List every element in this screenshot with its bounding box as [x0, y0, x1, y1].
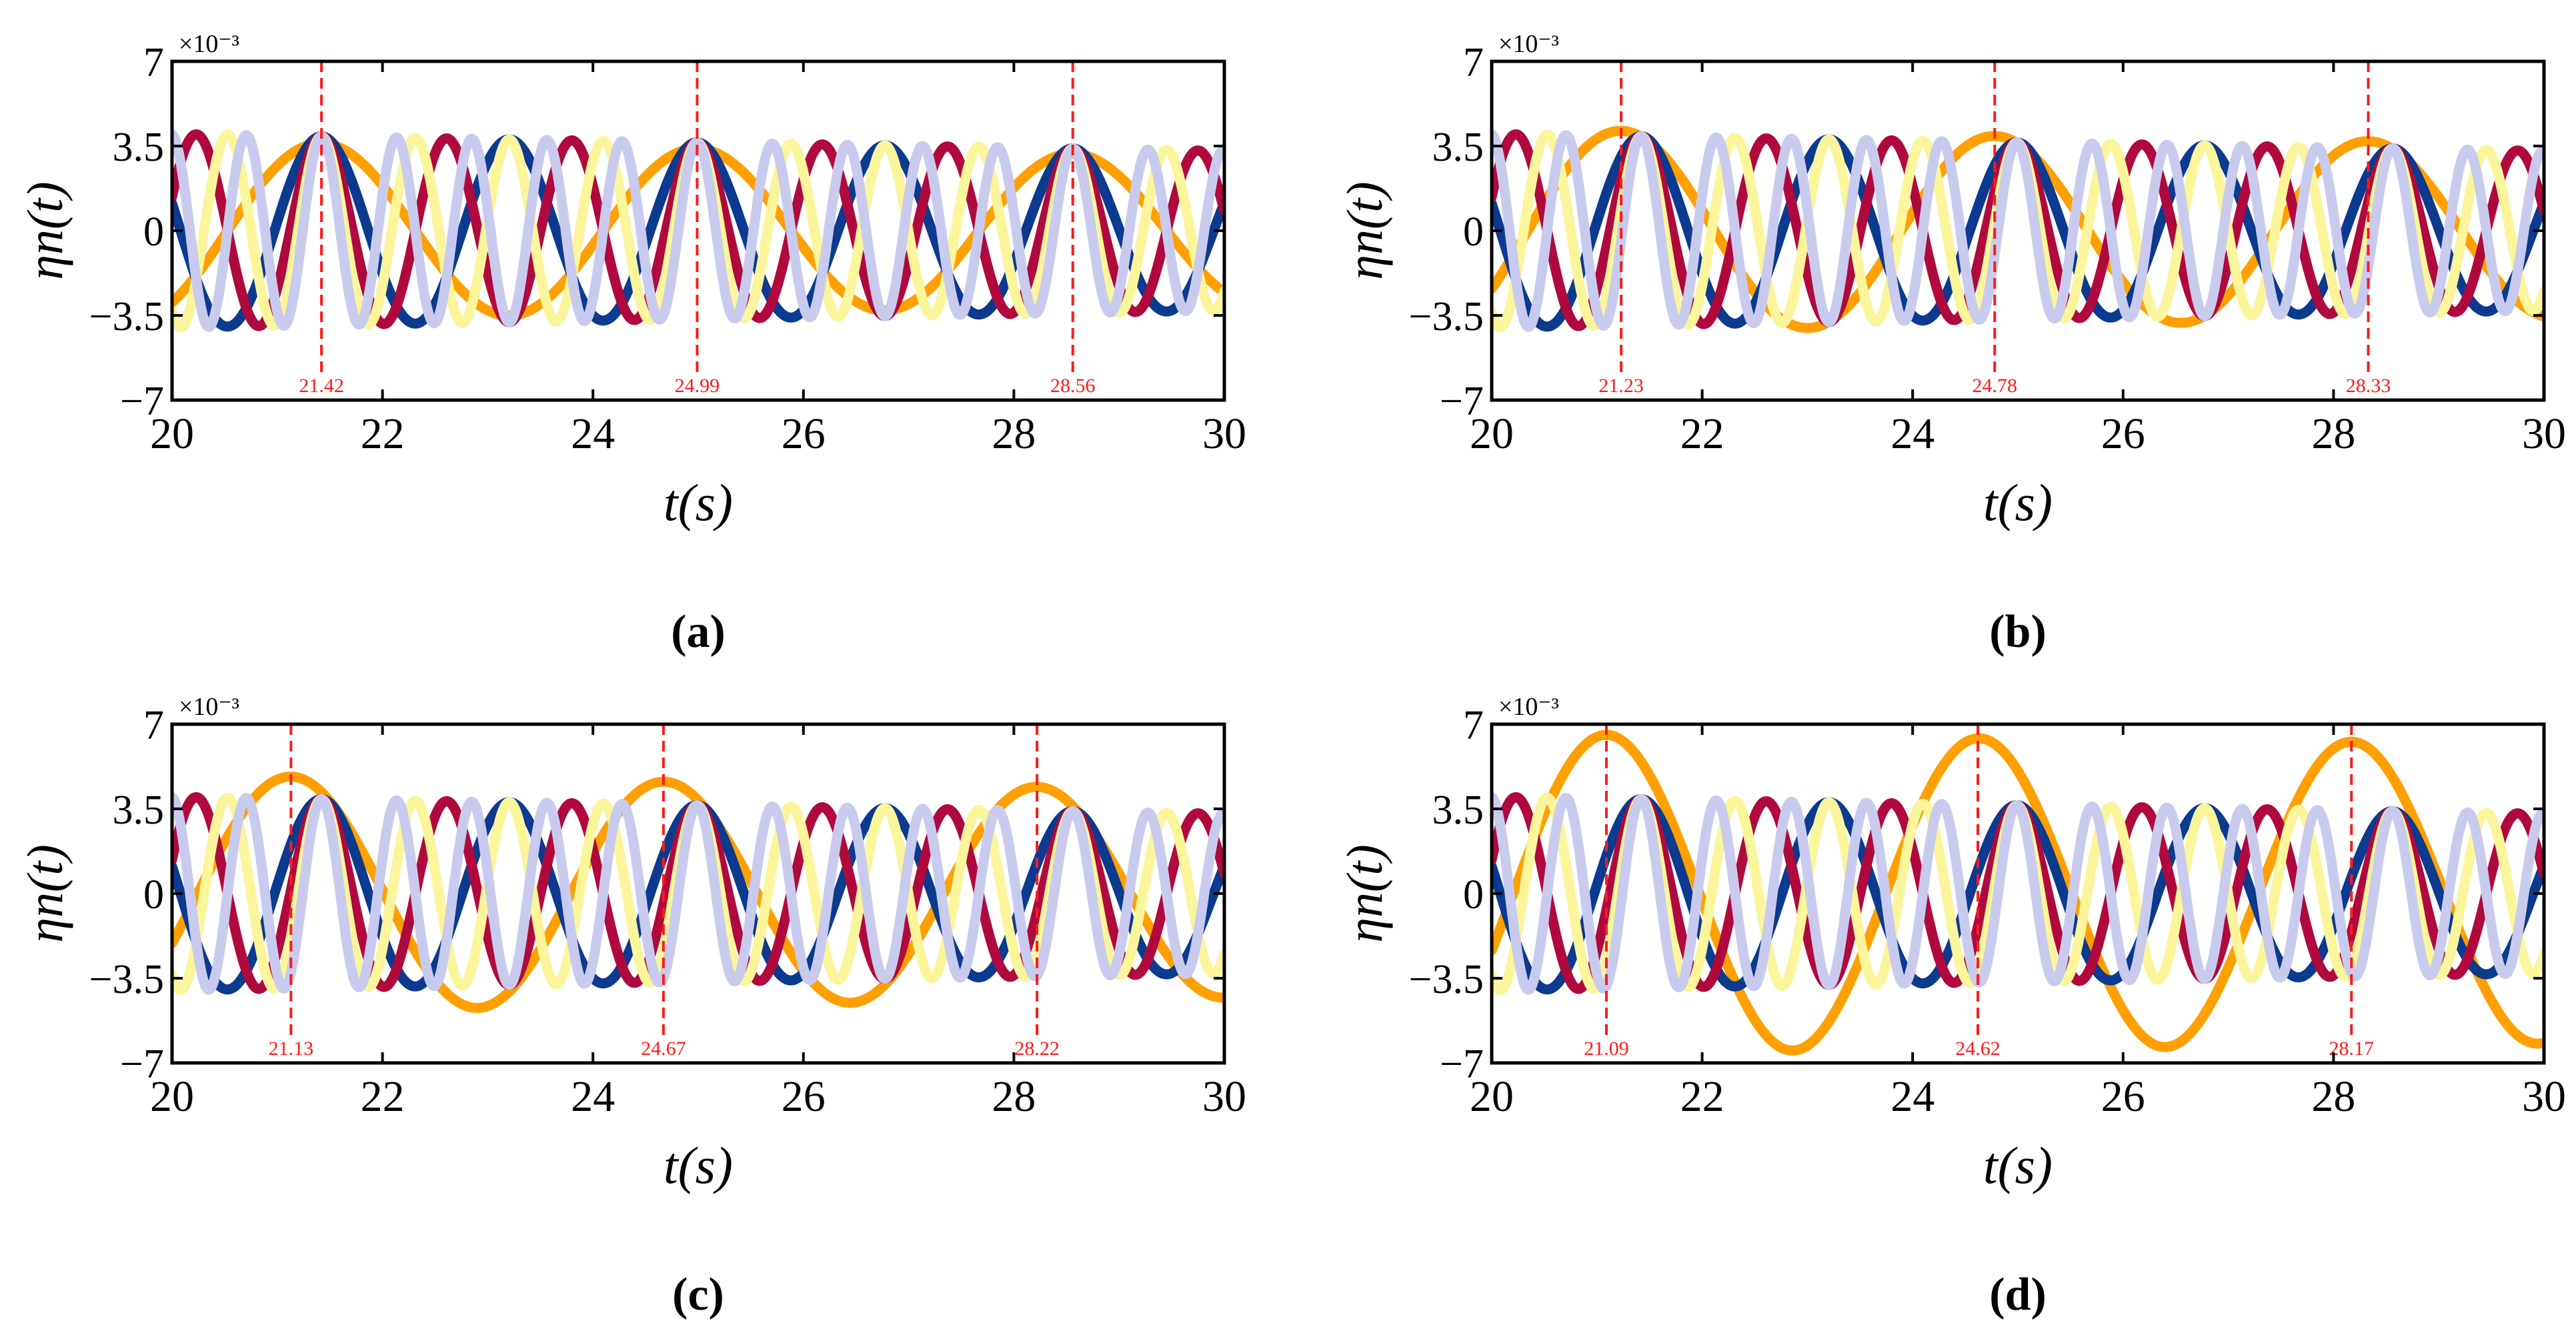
- y-scale-label: ×10⁻³: [1498, 30, 1559, 58]
- y-tick-label: −3.5: [89, 957, 164, 1002]
- axes-frame: [170, 722, 1226, 1065]
- series-line-5: [172, 792, 1224, 995]
- y-axis-label: ηn(t): [17, 844, 73, 942]
- series-group: [172, 772, 1224, 1013]
- panel-label: (c): [672, 1269, 724, 1320]
- y-tick-label: 7: [1463, 703, 1484, 748]
- y-tick-label: −3.5: [1409, 957, 1484, 1002]
- marker-label-1: 21.13: [269, 1038, 314, 1060]
- series-line-5: [1492, 792, 2544, 995]
- x-tick-label: 22: [1680, 409, 1724, 458]
- marker-label-1: 21.09: [1584, 1038, 1629, 1060]
- y-scale-label: ×10⁻³: [179, 693, 239, 721]
- y-tick-label: 3.5: [1432, 788, 1484, 833]
- x-tick-label: 26: [782, 1072, 826, 1121]
- y-tick-label: 3.5: [113, 125, 165, 170]
- x-tick-label: 20: [150, 1072, 194, 1121]
- series-line-1: [1492, 730, 2544, 1056]
- y-tick-label: −7: [120, 1042, 164, 1087]
- y-tick-label: −7: [120, 379, 164, 424]
- x-tick-label: 30: [1202, 1072, 1246, 1121]
- y-axis-label: ηn(t): [17, 181, 73, 279]
- y-scale-label: ×10⁻³: [179, 30, 239, 58]
- x-tick-label: 30: [1202, 409, 1246, 458]
- y-tick-label: 0: [143, 209, 164, 255]
- x-tick-label: 20: [1470, 409, 1514, 458]
- y-tick-label: 3.5: [1432, 125, 1484, 170]
- x-tick-label: 22: [1680, 1072, 1724, 1121]
- x-tick-label: 22: [361, 409, 405, 458]
- chart-panel-2: 21.23 24.78 28.33 20 22 24 26 28 30 7 3.5 0 −3.5 −7 ×1…: [1337, 30, 2566, 657]
- y-axis-label: ηn(t): [1337, 844, 1393, 942]
- y-tick-label: −7: [1440, 1042, 1484, 1087]
- marker-label-3: 28.56: [1050, 375, 1096, 397]
- x-tick-label: 24: [571, 409, 615, 458]
- y-tick-label: −3.5: [1409, 294, 1484, 339]
- y-tick-label: 0: [1463, 872, 1484, 918]
- x-tick-label: 28: [2311, 409, 2355, 458]
- series-group: [172, 129, 1224, 333]
- x-axis-label: t(s): [1983, 473, 2053, 531]
- y-tick-label: −7: [1440, 379, 1484, 424]
- marker-label-2: 24.67: [641, 1038, 686, 1060]
- chart-panel-3: 21.13 24.67 28.22 20 22 24 26 28 30 7 3.5 0 −3.5 −7 ×1…: [17, 693, 1246, 1320]
- chart-panel-4: 21.09 24.62 28.17 20 22 24 26 28 30 7 3.5 0 −3.5 −7 ×1…: [1337, 693, 2566, 1320]
- panel-label: (a): [671, 606, 726, 657]
- y-tick-label: 7: [1463, 40, 1484, 85]
- marker-label-2: 24.99: [675, 375, 720, 397]
- x-tick-label: 20: [150, 409, 194, 458]
- y-tick-label: 7: [143, 40, 164, 85]
- y-tick-label: 0: [1463, 209, 1484, 255]
- x-axis-label: t(s): [664, 473, 733, 531]
- chart-panel-1: 21.42 24.99 28.56 20 22 24 26 28 30 7 3.5 0 −3.5 −7 ×1…: [17, 30, 1246, 657]
- series-line-5: [172, 129, 1224, 332]
- x-tick-label: 24: [1890, 409, 1935, 458]
- x-tick-label: 26: [782, 409, 826, 458]
- marker-label-1: 21.23: [1598, 375, 1644, 397]
- x-tick-label: 24: [1890, 1072, 1935, 1121]
- y-tick-label: −3.5: [89, 294, 164, 339]
- x-axis-label: t(s): [1983, 1136, 2053, 1194]
- panel-label: (b): [1989, 606, 2047, 657]
- y-tick-label: 0: [143, 872, 164, 918]
- panel-label: (d): [1989, 1269, 2047, 1320]
- marker-label-1: 21.42: [299, 375, 344, 397]
- marker-label-3: 28.33: [2346, 375, 2391, 397]
- x-tick-label: 30: [2522, 409, 2566, 458]
- axes-frame: [1490, 59, 2546, 402]
- x-tick-label: 28: [992, 409, 1036, 458]
- x-tick-label: 26: [2101, 1072, 2145, 1121]
- x-tick-label: 28: [992, 1072, 1036, 1121]
- y-tick-label: 3.5: [113, 788, 165, 833]
- y-axis-label: ηn(t): [1337, 181, 1393, 279]
- x-tick-label: 20: [1470, 1072, 1514, 1121]
- series-group: [1492, 730, 2544, 1056]
- y-scale-label: ×10⁻³: [1498, 693, 1559, 721]
- x-tick-label: 26: [2101, 409, 2145, 458]
- x-tick-label: 28: [2311, 1072, 2355, 1121]
- y-tick-label: 7: [143, 703, 164, 748]
- marker-label-3: 28.22: [1014, 1038, 1060, 1060]
- marker-label-3: 28.17: [2329, 1038, 2374, 1060]
- x-tick-label: 22: [361, 1072, 405, 1121]
- x-tick-label: 30: [2522, 1072, 2566, 1121]
- series-line-5: [1492, 129, 2544, 332]
- x-tick-label: 24: [571, 1072, 615, 1121]
- marker-label-2: 24.78: [1973, 375, 2018, 397]
- series-group: [1492, 125, 2544, 333]
- marker-label-2: 24.62: [1955, 1038, 2001, 1060]
- x-axis-label: t(s): [664, 1136, 733, 1194]
